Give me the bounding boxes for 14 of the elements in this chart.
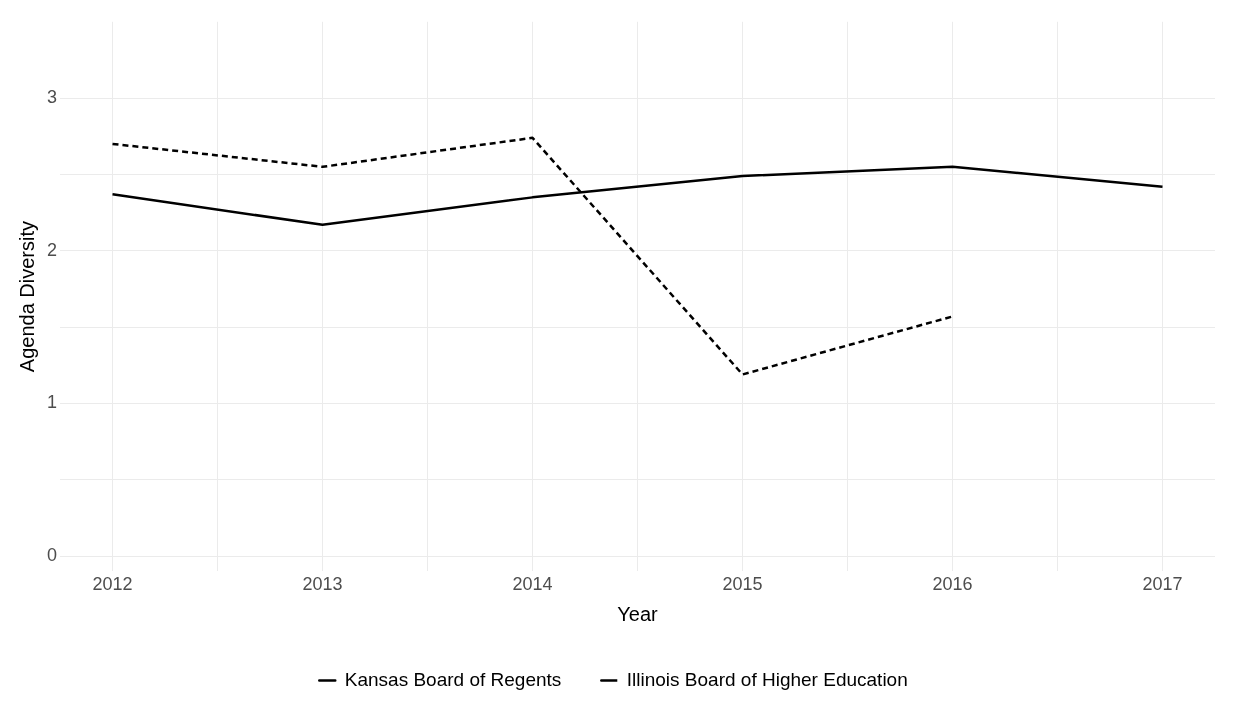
x-tick-label: 2013 xyxy=(302,574,343,595)
x-tick-label: 2017 xyxy=(1142,574,1183,595)
x-tick-label: 2016 xyxy=(932,574,973,595)
x-tick-label: 2014 xyxy=(512,574,553,595)
y-axis-title: Agenda Diversity xyxy=(15,221,38,373)
x-tick-label: 2012 xyxy=(92,574,133,595)
x-axis-title: Year xyxy=(617,602,659,625)
y-tick-label: 3 xyxy=(47,87,58,108)
y-tick-label: 2 xyxy=(47,239,58,260)
x-tick-label: 2015 xyxy=(722,574,763,595)
legend-label: Illinois Board of Higher Education xyxy=(626,668,908,690)
y-tick-label: 0 xyxy=(47,545,58,566)
y-tick-label: 1 xyxy=(47,392,58,413)
legend-label: Kansas Board of Regents xyxy=(344,668,562,690)
